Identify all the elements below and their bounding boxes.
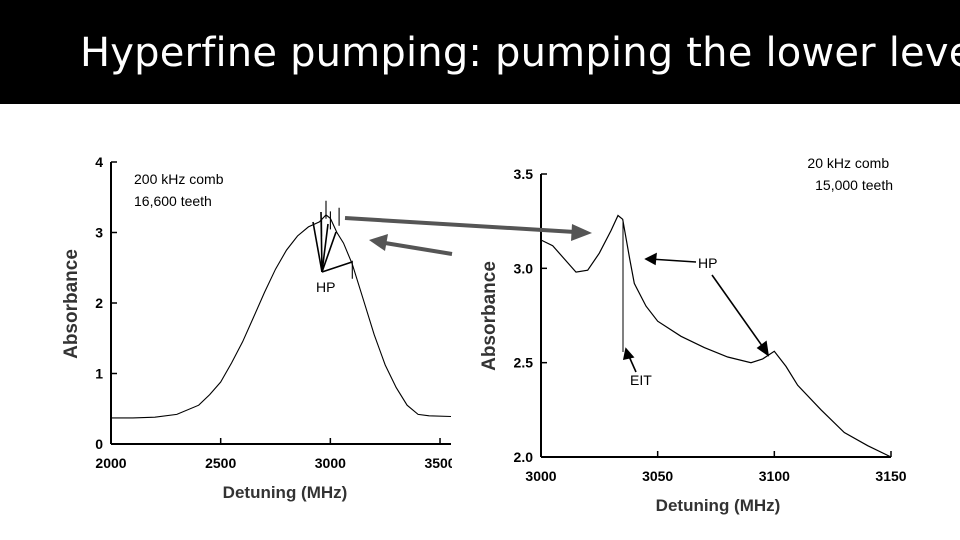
arrow-to-left-hp bbox=[384, 241, 453, 256]
left-y-label: Absorbance bbox=[61, 249, 82, 359]
left-hp-arrows bbox=[312, 211, 353, 273]
arrow-to-right-peak bbox=[344, 216, 576, 234]
x-tick-label: 2500 bbox=[205, 455, 236, 471]
right-y-label: Absorbance bbox=[479, 261, 500, 371]
x-tick-label: 3000 bbox=[315, 455, 346, 471]
y-tick-label: 2 bbox=[95, 295, 103, 311]
right-annotation: 20 kHz comb 15,000 teeth bbox=[807, 155, 893, 193]
y-tick-label: 2.0 bbox=[514, 449, 534, 465]
y-tick-label: 0 bbox=[95, 436, 103, 452]
x-tick-label: 3050 bbox=[642, 468, 673, 484]
y-tick-label: 3.0 bbox=[514, 260, 534, 276]
y-tick-label: 4 bbox=[95, 154, 103, 170]
left-hp-label: HP bbox=[316, 279, 335, 295]
slide-title: Hyperfine pumping: pumping the lower lev… bbox=[80, 30, 960, 76]
connecting-arrows bbox=[344, 216, 592, 256]
x-tick-label: 3100 bbox=[759, 468, 790, 484]
y-tick-label: 1 bbox=[95, 366, 103, 382]
title-bar: Hyperfine pumping: pumping the lower lev… bbox=[0, 0, 960, 104]
right-eit-label: EIT bbox=[630, 372, 652, 388]
left-chart: 2000 2500 3000 3500 0 1 2 3 4 Detuning (MHz) Abs… bbox=[61, 154, 456, 502]
right-hp-label: HP bbox=[698, 255, 717, 271]
arrow-to-left-hp-head bbox=[369, 234, 388, 251]
x-tick-label: 2000 bbox=[95, 455, 126, 471]
right-hp-arrows bbox=[622, 252, 770, 373]
x-tick-label: 3000 bbox=[525, 468, 556, 484]
left-x-label: Detuning (MHz) bbox=[223, 483, 348, 502]
arrow-to-right-peak-head bbox=[571, 224, 592, 241]
y-tick-label: 3 bbox=[95, 225, 103, 241]
right-x-label: Detuning (MHz) bbox=[656, 496, 781, 515]
left-annotation: 200 kHz comb 16,600 teeth bbox=[134, 171, 227, 209]
left-ticks: 2000 2500 3000 3500 0 1 2 3 4 bbox=[95, 154, 456, 471]
x-tick-label: 3500 bbox=[424, 455, 455, 471]
right-series-line bbox=[540, 214, 892, 458]
left-series-line bbox=[111, 214, 452, 419]
right-chart-background bbox=[452, 150, 922, 525]
right-ticks: 3000 3050 3100 3150 2.0 2.5 3.0 3.5 bbox=[514, 166, 907, 484]
y-tick-label: 2.5 bbox=[514, 355, 534, 371]
y-tick-label: 3.5 bbox=[514, 166, 534, 182]
x-tick-label: 3150 bbox=[875, 468, 906, 484]
right-chart: 3000 3050 3100 3150 2.0 2.5 3.0 3.5 Detuning (M… bbox=[479, 155, 907, 515]
